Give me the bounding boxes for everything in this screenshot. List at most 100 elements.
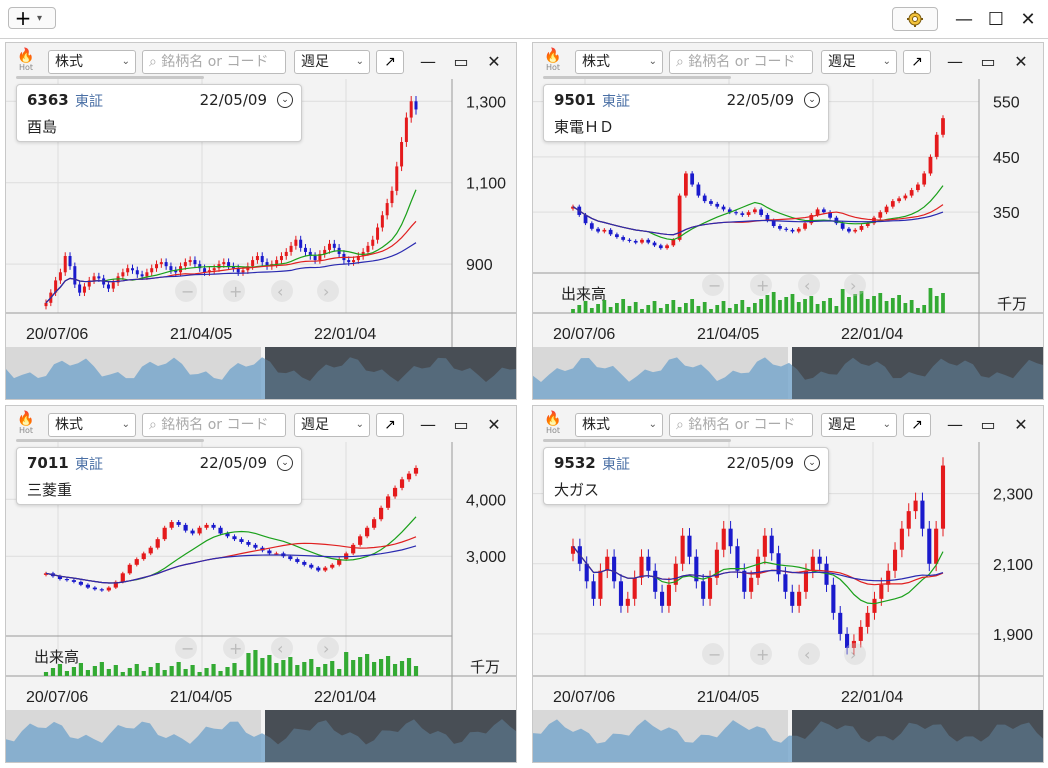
candle-body [618,581,624,606]
candle-body [853,229,858,232]
hot-button[interactable]: 🔥 Hot [15,412,37,438]
nav-button[interactable] [798,643,820,665]
price-chart[interactable]: 1,300 1,100 900 20/07/06 21/04/05 22/01/04 − + ‹… [6,79,517,349]
chart-nav-controls[interactable]: − + ‹ › [702,643,866,665]
volume-bar [734,304,738,313]
popout-button[interactable]: ↗ [376,413,404,437]
stock-search-input[interactable]: ⌕ 銘柄名 or コード [669,50,813,74]
period-select[interactable]: 週足 ⌄ [821,413,897,437]
panel-close-button[interactable]: ✕ [1014,52,1028,71]
nav-button[interactable] [223,637,245,659]
nav-button[interactable] [844,643,866,665]
chart-nav-controls[interactable]: − + ‹ › [175,637,339,659]
search-placeholder: 銘柄名 or コード [161,417,269,433]
nav-button[interactable] [702,274,724,296]
nav-button[interactable] [844,274,866,296]
toolbar-scroll-indicator[interactable] [543,76,731,79]
type-select[interactable]: 株式 ⌄ [48,50,136,74]
volume-bar [615,303,619,313]
panel-maximize-button[interactable]: ▭ [453,415,469,434]
nav-button[interactable] [271,280,293,302]
period-select[interactable]: 週足 ⌄ [294,413,370,437]
nav-button[interactable] [271,637,293,659]
panel-close-button[interactable]: ✕ [1014,415,1028,434]
candle-body [858,626,863,641]
candle-body [193,260,197,265]
overview-navigator[interactable] [533,710,1044,762]
chevron-down-icon[interactable]: ⌄ [804,455,820,471]
type-select[interactable]: 株式 ⌄ [575,413,663,437]
period-select[interactable]: 週足 ⌄ [294,50,370,74]
candle-body [570,546,576,554]
hot-label: Hot [18,426,34,435]
chevron-down-icon[interactable]: ⌄ [277,455,293,471]
window-minimize-button[interactable]: — [955,8,973,30]
nav-button[interactable] [750,274,772,296]
panel-minimize-button[interactable]: — [420,415,436,434]
candle-body [390,190,394,204]
candle-body [740,213,745,215]
type-select[interactable]: 株式 ⌄ [48,413,136,437]
nav-button[interactable] [317,637,339,659]
nav-button[interactable] [750,643,772,665]
popout-button[interactable]: ↗ [903,413,931,437]
candle-body [797,591,802,606]
panel-minimize-button[interactable]: — [947,415,963,434]
chart-nav-controls[interactable]: − + ‹ › [175,280,339,302]
period-select[interactable]: 週足 ⌄ [821,50,897,74]
overview-navigator[interactable] [6,347,517,399]
toolbar-scroll-indicator[interactable] [16,439,204,442]
nav-button[interactable] [175,637,197,659]
panel-maximize-button[interactable]: ▭ [453,52,469,71]
nav-button-icon: ‹ [804,645,810,664]
popout-button[interactable]: ↗ [903,50,931,74]
hot-button[interactable]: 🔥 Hot [542,49,564,75]
candle-body [909,190,914,196]
nav-button[interactable] [223,280,245,302]
panel-close-button[interactable]: ✕ [487,52,501,71]
settings-button[interactable] [892,7,938,31]
window-maximize-button[interactable]: ☐ [987,8,1005,30]
chevron-down-icon[interactable]: ⌄ [277,92,293,108]
volume-bar [853,294,858,313]
overview-navigator[interactable] [6,710,517,762]
panel-maximize-button[interactable]: ▭ [980,415,996,434]
panel-minimize-button[interactable]: — [420,52,436,71]
volume-bar [589,308,594,313]
nav-button[interactable] [798,274,820,296]
window-close-button[interactable]: ✕ [1020,8,1036,30]
hot-button[interactable]: 🔥 Hot [15,49,37,75]
overview-selected-shade [792,710,1043,762]
candle-body [99,589,104,591]
candle-body [130,268,134,271]
type-select[interactable]: 株式 ⌄ [575,50,663,74]
toolbar-scroll-indicator[interactable] [543,439,731,442]
type-select-value: 株式 [55,54,83,70]
volume-bar [50,668,56,676]
hot-button[interactable]: 🔥 Hot [542,412,564,438]
candle-body [615,234,619,238]
toolbar-scroll-indicator[interactable] [16,76,204,79]
overview-navigator[interactable] [533,347,1044,399]
stock-search-input[interactable]: ⌕ 銘柄名 or コード [142,50,286,74]
nav-button[interactable] [175,280,197,302]
panel-close-button[interactable]: ✕ [487,415,501,434]
add-panel-button[interactable]: + ▾ [8,7,56,29]
panel-maximize-button[interactable]: ▭ [980,52,996,71]
chart-nav-controls[interactable]: − + ‹ › [702,274,866,296]
candle-body [646,239,651,243]
chevron-down-icon: ⌄ [121,56,130,67]
price-chart[interactable]: 2,300 2,100 1,900 20/07/06 21/04/05 22/01/04 −… [533,442,1044,712]
chevron-down-icon[interactable]: ⌄ [804,92,820,108]
panel-minimize-button[interactable]: — [947,52,963,71]
stock-search-input[interactable]: ⌕ 銘柄名 or コード [669,413,813,437]
popout-button[interactable]: ↗ [376,50,404,74]
volume-bar [309,659,314,676]
stock-search-input[interactable]: ⌕ 銘柄名 or コード [142,413,286,437]
candle-body [714,549,719,578]
nav-button[interactable] [702,643,724,665]
volume-bar [134,664,139,676]
nav-button[interactable] [317,280,339,302]
